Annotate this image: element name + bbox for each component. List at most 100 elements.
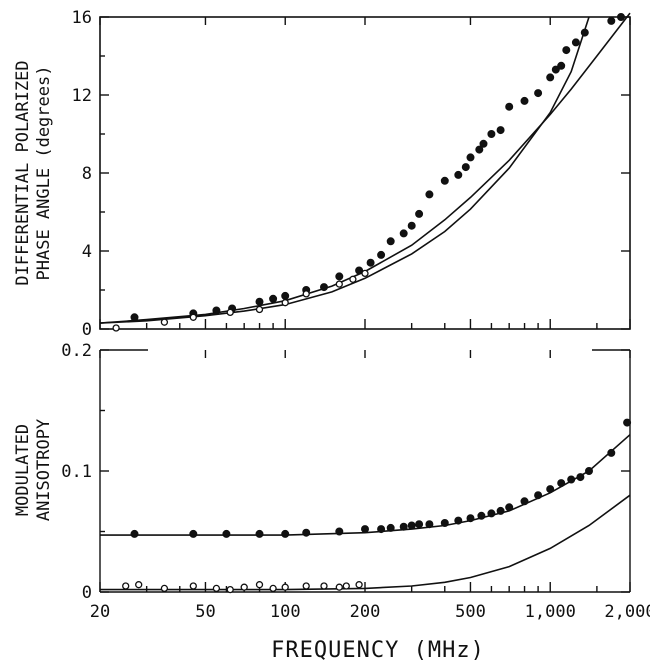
phase-angle-filled-point xyxy=(213,307,220,314)
frequency-x-tick-label: 50 xyxy=(195,602,215,622)
phase-angle-filled-point xyxy=(400,230,407,237)
anisotropy-y-tick-label: 0.1 xyxy=(61,462,92,482)
anisotropy-open-point xyxy=(303,583,309,589)
anisotropy-plot-frame xyxy=(100,350,630,592)
phase-angle-filled-point xyxy=(441,177,448,184)
anisotropy-open-point xyxy=(270,585,276,591)
anisotropy-filled-point xyxy=(223,530,230,537)
phase-angle-filled-point xyxy=(336,273,343,280)
frequency-x-axis: 20 50 100 200 500 1,000 2,000 xyxy=(90,350,650,622)
anisotropy-open-point xyxy=(241,584,247,590)
anisotropy-fit-curve-1 xyxy=(100,435,630,535)
frequency-x-tick-label: 100 xyxy=(270,602,301,622)
anisotropy-panel: 00.10.2 20501002005001,0002,000 MODULATE… xyxy=(13,341,650,663)
phase-angle-filled-point xyxy=(535,90,542,97)
phase-angle-filled-point xyxy=(547,74,554,81)
phase-angle-filled-point xyxy=(497,127,504,134)
anisotropy-filled-point xyxy=(378,526,385,533)
phase-angle-filled-point xyxy=(581,29,588,36)
anisotropy-filled-point xyxy=(535,492,542,499)
phase-angle-filled-point xyxy=(367,259,374,266)
phase-angle-filled-point xyxy=(572,39,579,46)
phase-angle-open-point xyxy=(350,276,356,282)
phase-angle-fit-curve-2 xyxy=(100,17,589,323)
anisotropy-filled-point xyxy=(577,474,584,481)
frequency-x-tick-label: 500 xyxy=(455,602,486,622)
phase-angle-filled-point xyxy=(416,210,423,217)
phase-angle-open-point xyxy=(336,281,342,287)
phase-angle-y-title-line1: DIFFERENTIAL POLARIZED xyxy=(13,60,33,285)
anisotropy-open-point xyxy=(227,587,233,593)
anisotropy-filled-point xyxy=(506,504,513,511)
anisotropy-y-tick-label: 0 xyxy=(82,583,92,603)
phase-angle-filled-point xyxy=(506,103,513,110)
phase-angle-plot-frame xyxy=(100,17,630,329)
phase-angle-y-tick-label: 8 xyxy=(82,164,92,184)
anisotropy-open-point xyxy=(257,582,263,588)
anisotropy-y-title-line1: MODULATED xyxy=(13,424,33,516)
anisotropy-filled-point xyxy=(416,521,423,528)
anisotropy-filled-point xyxy=(521,498,528,505)
phase-angle-data-points xyxy=(113,13,625,331)
anisotropy-filled-point xyxy=(190,530,197,537)
anisotropy-filled-point xyxy=(387,524,394,531)
anisotropy-filled-point xyxy=(497,507,504,514)
phase-angle-open-point xyxy=(282,300,288,306)
phase-angle-open-point xyxy=(257,307,263,313)
phase-angle-filled-point xyxy=(408,222,415,229)
anisotropy-filled-point xyxy=(585,467,592,474)
phase-angle-filled-point xyxy=(270,295,277,302)
anisotropy-filled-point xyxy=(282,530,289,537)
anisotropy-filled-point xyxy=(478,512,485,519)
anisotropy-filled-point xyxy=(131,530,138,537)
phase-angle-x-ticks xyxy=(100,17,630,329)
frequency-axis-title: FREQUENCY (MHz) xyxy=(271,638,485,663)
phase-angle-filled-point xyxy=(131,314,138,321)
anisotropy-filled-point xyxy=(441,519,448,526)
anisotropy-y-tick-label: 0.2 xyxy=(61,341,92,361)
phase-angle-panel: 0 4 8 12 16 DIFFERENTIAL POLARIZED PHASE ANG… xyxy=(13,8,630,340)
phase-angle-filled-point xyxy=(563,47,570,54)
frequency-x-tick-label: 20 xyxy=(90,602,110,622)
phase-angle-y-tick-label: 0 xyxy=(82,320,92,340)
anisotropy-filled-point xyxy=(303,529,310,536)
anisotropy-fit-lines xyxy=(100,435,630,590)
phase-angle-filled-point xyxy=(488,130,495,137)
anisotropy-filled-point xyxy=(568,476,575,483)
anisotropy-open-point xyxy=(161,585,167,591)
phase-angle-filled-point xyxy=(467,154,474,161)
anisotropy-filled-point xyxy=(558,480,565,487)
phase-angle-y-tick-label: 12 xyxy=(72,86,92,106)
anisotropy-open-point xyxy=(321,583,327,589)
anisotropy-open-point xyxy=(213,585,219,591)
phase-angle-y-tick-label: 4 xyxy=(82,242,92,262)
anisotropy-filled-point xyxy=(400,523,407,530)
phase-angle-filled-point xyxy=(558,62,565,69)
phase-angle-open-point xyxy=(113,325,119,331)
phase-angle-filled-point xyxy=(426,191,433,198)
phase-angle-open-point xyxy=(161,319,167,325)
anisotropy-open-point xyxy=(336,584,342,590)
anisotropy-open-point xyxy=(123,583,129,589)
phase-angle-filled-point xyxy=(521,97,528,104)
anisotropy-open-point xyxy=(356,582,362,588)
phase-angle-filled-point xyxy=(387,238,394,245)
anisotropy-open-point xyxy=(190,583,196,589)
anisotropy-data-points xyxy=(123,419,631,593)
anisotropy-filled-point xyxy=(361,526,368,533)
phase-angle-open-point xyxy=(303,291,309,297)
anisotropy-y-title-line2: ANISOTROPY xyxy=(34,419,54,521)
anisotropy-filled-point xyxy=(408,522,415,529)
anisotropy-y-axis: 0 0.1 0.2 xyxy=(61,341,630,603)
frequency-x-tick-label: 2,000 xyxy=(604,602,650,622)
phase-angle-filled-point xyxy=(256,298,263,305)
anisotropy-fit-curve-2 xyxy=(100,495,630,589)
phase-angle-filled-point xyxy=(455,171,462,178)
anisotropy-open-point xyxy=(136,582,142,588)
phase-angle-filled-point xyxy=(462,164,469,171)
anisotropy-filled-point xyxy=(488,510,495,517)
phase-angle-filled-point xyxy=(480,140,487,147)
phase-angle-filled-point xyxy=(320,284,327,291)
phase-angle-open-point xyxy=(190,314,196,320)
anisotropy-filled-point xyxy=(547,486,554,493)
